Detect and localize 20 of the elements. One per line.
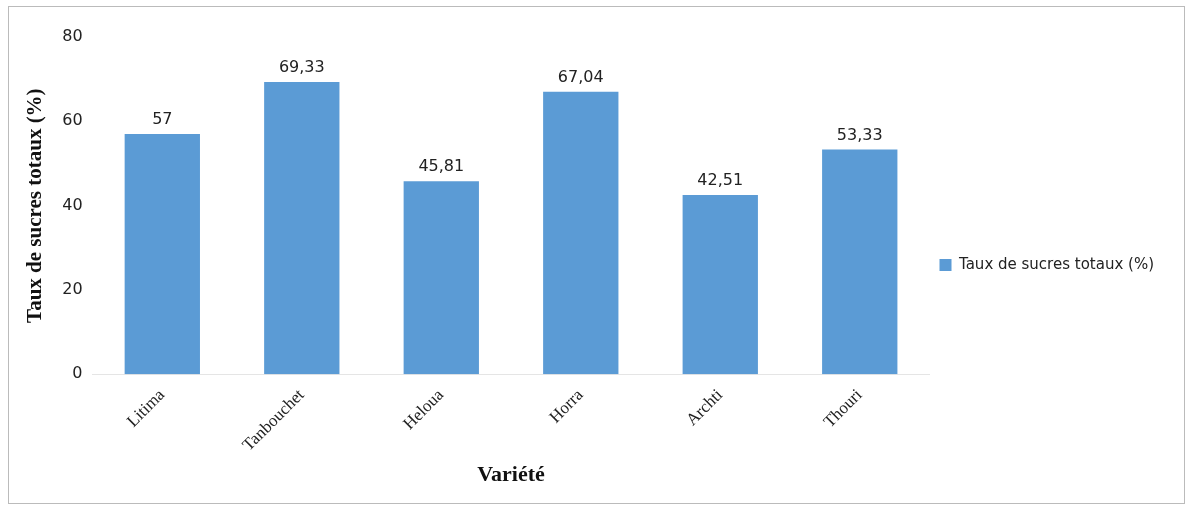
data-label: 53,33	[836, 124, 883, 144]
bar	[682, 195, 758, 375]
y-tick-label: 60	[62, 110, 83, 130]
bar	[543, 91, 619, 375]
bar	[403, 181, 479, 375]
bar	[124, 133, 200, 375]
data-label: 57	[152, 109, 173, 129]
legend-label: Taux de sucres totaux (%)	[958, 254, 1154, 273]
y-tick-label: 80	[62, 26, 83, 46]
data-label: 45,81	[418, 156, 465, 176]
y-tick-label: 40	[62, 194, 83, 214]
y-axis-title: Taux de sucres totaux (%)	[22, 88, 47, 323]
y-tick-label: 20	[62, 279, 83, 299]
bar	[264, 81, 340, 375]
x-axis-title: Variété	[477, 461, 546, 487]
data-label: 69,33	[278, 57, 325, 77]
data-label: 42,51	[697, 170, 744, 190]
y-tick-label: 0	[72, 363, 83, 383]
data-label: 67,04	[557, 66, 604, 86]
bar	[822, 149, 898, 375]
